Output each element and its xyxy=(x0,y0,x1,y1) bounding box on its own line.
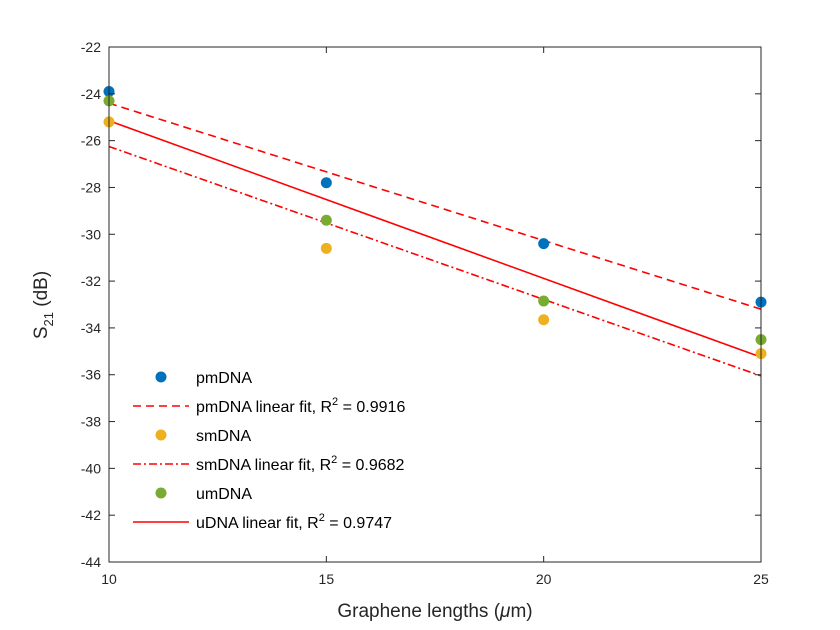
legend-label: pmDNA xyxy=(196,370,252,387)
data-point xyxy=(320,242,332,254)
x-axis-label: Graphene lengths (μm) xyxy=(337,601,532,622)
x-tick-label: 20 xyxy=(536,571,552,587)
plot-area xyxy=(109,47,761,562)
fit-line xyxy=(108,119,762,358)
y-tick-label: -26 xyxy=(81,133,101,149)
data-point xyxy=(538,238,550,250)
x-axis-ticks: 10 15 20 25 xyxy=(101,47,769,587)
fit-lines xyxy=(108,102,762,377)
y-tick-label: -28 xyxy=(81,179,101,195)
legend-label: uDNA linear fit, R2 = 0.9747 xyxy=(196,512,392,532)
data-point xyxy=(538,314,550,326)
data-points xyxy=(103,85,767,360)
data-point xyxy=(320,177,332,189)
y-tick-label: -22 xyxy=(81,39,101,55)
legend: pmDNA pmDNA linear fit, R2 = 0.9916 smDNA s… xyxy=(133,370,405,532)
y-axis-ticks: -44 -42 -40 -38 -36 -34 -32 -30 -28 -26 -24 -22 xyxy=(81,39,761,570)
y-tick-label: -38 xyxy=(81,414,101,430)
x-tick-label: 15 xyxy=(319,571,335,587)
fit-line xyxy=(108,145,762,377)
legend-label: pmDNA linear fit, R2 = 0.9916 xyxy=(196,396,405,416)
y-tick-label: -32 xyxy=(81,273,101,289)
legend-marker xyxy=(155,371,167,383)
y-tick-label: -30 xyxy=(81,226,101,242)
legend-marker xyxy=(155,487,167,499)
legend-label: smDNA linear fit, R2 = 0.9682 xyxy=(196,454,405,474)
x-tick-label: 25 xyxy=(753,571,769,587)
y-tick-label: -42 xyxy=(81,507,101,523)
y-tick-label: -24 xyxy=(81,86,101,102)
data-point xyxy=(320,214,332,226)
y-tick-label: -40 xyxy=(81,460,101,476)
y-tick-label: -36 xyxy=(81,367,101,383)
legend-label: smDNA xyxy=(196,428,251,445)
legend-label: umDNA xyxy=(196,486,252,503)
y-tick-label: -44 xyxy=(81,554,101,570)
x-tick-label: 10 xyxy=(101,571,117,587)
legend-marker xyxy=(155,429,167,441)
data-point xyxy=(538,295,550,307)
y-axis-label: S21 (dB) xyxy=(31,271,56,339)
y-tick-label: -34 xyxy=(81,320,101,336)
axes-box xyxy=(108,46,762,563)
fit-line xyxy=(108,102,762,310)
